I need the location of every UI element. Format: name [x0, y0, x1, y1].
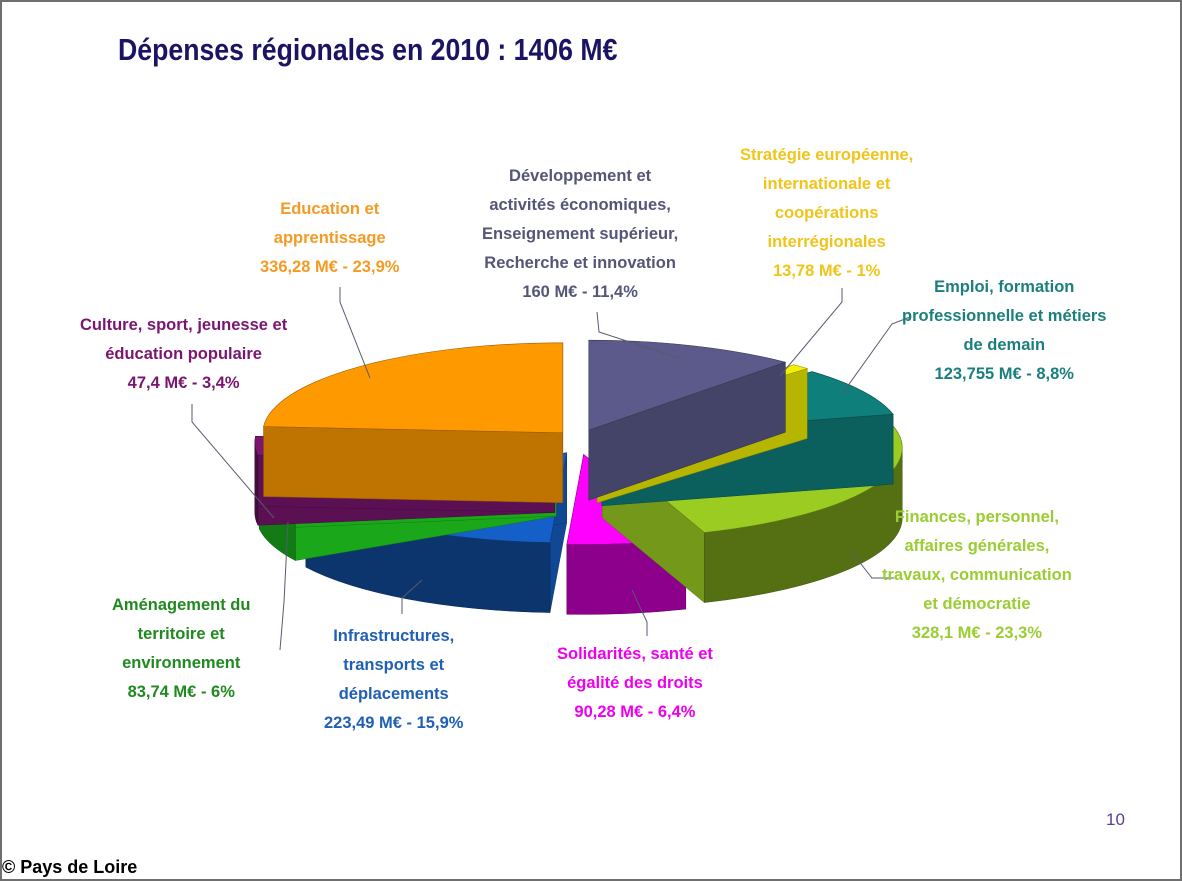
label-line: éducation populaire: [105, 345, 262, 363]
slice-label-infrastructures-transports: Infrastructures, transports et déplaceme…: [324, 622, 463, 738]
label-line: environnement: [122, 654, 241, 672]
label-line: Education et: [280, 200, 380, 218]
label-value: 13,78 M€ - 1%: [773, 262, 881, 280]
label-line: Solidarités, santé et: [557, 645, 713, 663]
leader-line-solidarites-sante: [631, 589, 648, 636]
label-line: professionnelle et métiers: [902, 307, 1107, 325]
slice-label-emploi-formation: Emploi, formation professionnelle et mét…: [902, 273, 1107, 389]
label-line: Stratégie européenne,: [740, 146, 914, 164]
label-line: égalité des droits: [567, 674, 703, 692]
label-line: territoire et: [137, 625, 225, 643]
slice-label-education-apprentissage: Education et apprentissage 336,28 M€ - 2…: [260, 195, 399, 282]
label-value: 328,1 M€ - 23,3%: [911, 624, 1043, 642]
label-value: 90,28 M€ - 6,4%: [574, 703, 696, 721]
slice-label-solidarites-sante: Solidarités, santé et égalité des droits…: [557, 640, 713, 727]
label-line: transports et: [343, 656, 445, 674]
label-line: déplacements: [338, 685, 449, 703]
label-line: Finances, personnel,: [894, 508, 1059, 526]
slice-label-developpement: Développement et activités économiques, …: [482, 162, 678, 307]
leader-line-infrastructures-transports: [401, 579, 423, 614]
leader-line-education-apprentissage: [339, 287, 371, 379]
slice-label-finances-personnel: Finances, personnel, affaires générales,…: [882, 503, 1072, 648]
label-line: Culture, sport, jeunesse et: [80, 316, 288, 334]
label-line: coopérations: [774, 204, 879, 222]
label-line: de demain: [963, 336, 1046, 354]
slice-label-amenagement-territoire: Aménagement du territoire et environneme…: [112, 591, 250, 707]
label-line: travaux, communication: [882, 566, 1072, 584]
label-line: affaires générales,: [904, 537, 1050, 555]
label-line: interrégionales: [767, 233, 886, 251]
leader-line-culture-sport: [191, 404, 275, 519]
label-line: Enseignement supérieur,: [482, 225, 679, 243]
label-line: apprentissage: [273, 229, 386, 247]
label-value: 83,74 M€ - 6%: [127, 683, 235, 701]
label-line: Aménagement du: [112, 596, 251, 614]
leader-line-amenagement-territoire: [279, 521, 289, 651]
leader-line-developpement: [596, 311, 683, 360]
leader-line-emploi-formation: [841, 316, 911, 395]
slice-label-culture-sport: Culture, sport, jeunesse et éducation po…: [80, 311, 287, 398]
label-line: Infrastructures,: [333, 627, 455, 645]
leader-line-strategie-europeenne: [779, 288, 843, 377]
chart-title: Dépenses régionales en 2010 : 1406 M€: [118, 32, 618, 67]
label-value: 160 M€ - 11,4%: [522, 283, 638, 301]
page-number: 10: [1106, 810, 1125, 829]
label-line: Emploi, formation: [934, 278, 1075, 296]
slice-education-apprentissage: [263, 342, 564, 434]
label-line: et démocratie: [923, 595, 1031, 613]
slice-label-strategie-europeenne: Stratégie européenne, internationale et …: [740, 141, 913, 286]
label-value: 336,28 M€ - 23,9%: [260, 258, 400, 276]
label-line: activités économiques,: [489, 196, 671, 214]
label-value: 123,755 M€ - 8,8%: [934, 365, 1074, 383]
label-line: internationale et: [762, 175, 891, 193]
label-line: Développement et: [509, 167, 652, 185]
leader-line-finances-personnel: [849, 549, 894, 579]
slice-wall-education-apprentissage: [263, 426, 564, 504]
slice-developpement: [588, 339, 787, 431]
label-value: 223,49 M€ - 15,9%: [324, 714, 464, 732]
copyright-notice: © Pays de Loire: [2, 857, 138, 877]
label-value: 47,4 M€ - 3,4%: [127, 374, 240, 392]
label-line: Recherche et innovation: [484, 254, 676, 272]
